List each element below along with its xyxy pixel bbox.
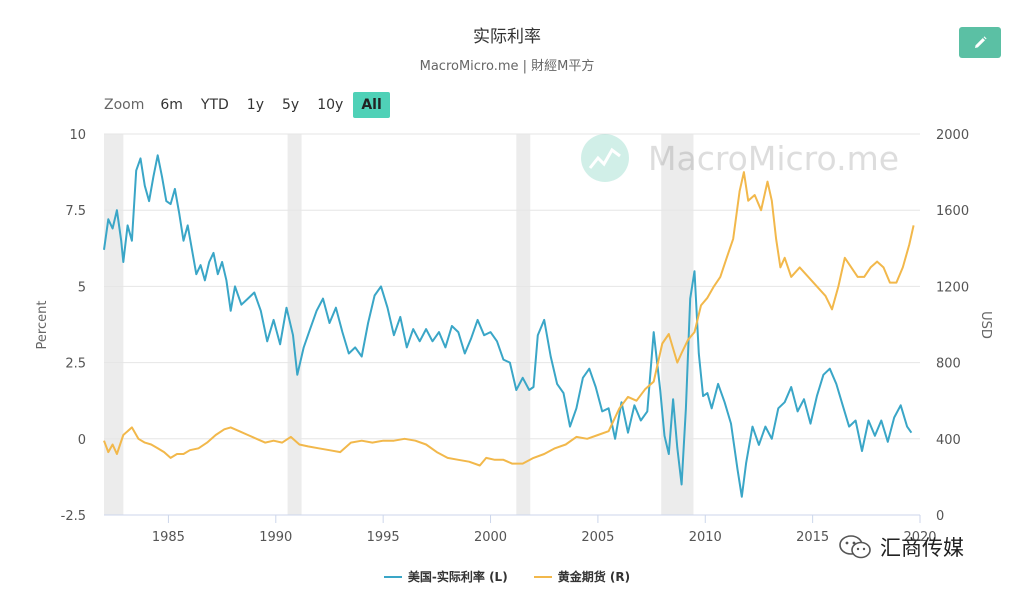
legend-item-gold-futures[interactable]: 黄金期货 (R) xyxy=(533,568,631,585)
legend-item-real-rate[interactable]: 美国-实际利率 (L) xyxy=(383,568,508,585)
zoom-label: Zoom xyxy=(104,97,145,113)
zoom-button-all[interactable]: All xyxy=(353,92,390,118)
x-tick-label: 1990 xyxy=(259,530,292,545)
x-tick-label: 2010 xyxy=(689,530,722,545)
recession-band xyxy=(516,134,531,515)
y-right-tick-label: 800 xyxy=(936,357,961,372)
brand-watermark-text: MacroMicro.me xyxy=(648,139,899,178)
legend-label: 黄金期货 (R) xyxy=(557,570,631,584)
footer-watermark: 汇商传媒 xyxy=(838,532,964,562)
y-left-tick-label: 5 xyxy=(78,280,86,295)
x-tick-label: 1995 xyxy=(367,530,400,545)
y-left-tick-label: 7.5 xyxy=(65,204,86,219)
y-right-tick-label: 1200 xyxy=(936,280,969,295)
zoom-button-10y[interactable]: 10y xyxy=(317,97,344,113)
zoom-button-6m[interactable]: 6m xyxy=(160,97,183,113)
zoom-bar: Zoom 6m YTD 1y 5y 10y All xyxy=(104,91,392,119)
y-axis-right-label: USD xyxy=(978,311,993,339)
y-left-tick-label: -2.5 xyxy=(61,509,86,524)
y-axis-left-label: Percent xyxy=(35,301,50,350)
x-tick-label: 2000 xyxy=(474,530,507,545)
wechat-icon xyxy=(839,535,871,559)
brand-logo-chart-icon xyxy=(588,147,621,169)
x-tick-label: 1985 xyxy=(152,530,185,545)
gridlines xyxy=(104,133,920,516)
series-layer xyxy=(103,154,915,498)
zoom-button-1y[interactable]: 1y xyxy=(246,97,264,113)
series-line-real-rate xyxy=(103,154,913,498)
series-line-gold-futures xyxy=(103,171,915,467)
y-right-tick-label: 1600 xyxy=(936,204,969,219)
brand-logo-icon xyxy=(581,134,629,182)
legend-label: 美国-实际利率 (L) xyxy=(407,570,508,584)
y-left-tick-label: 2.5 xyxy=(65,357,86,372)
chart-title: 实际利率 xyxy=(473,27,541,47)
pencil-icon xyxy=(975,35,987,48)
brand-watermark: MacroMicro.me xyxy=(581,134,899,182)
y-right-tick-label: 2000 xyxy=(936,128,969,143)
edit-button[interactable] xyxy=(959,27,1001,58)
legend-swatch xyxy=(533,575,552,578)
recession-band xyxy=(104,134,124,515)
y-right-tick-label: 0 xyxy=(936,509,944,524)
zoom-button-ytd[interactable]: YTD xyxy=(200,97,229,113)
recession-band xyxy=(661,134,694,515)
x-tick-label: 2005 xyxy=(581,530,614,545)
y-axis-right: 0 400 800 1200 1600 2000 xyxy=(936,128,969,524)
y-left-tick-label: 10 xyxy=(69,128,86,143)
legend: 美国-实际利率 (L) 黄金期货 (R) xyxy=(0,568,1014,585)
y-axis-left: -2.5 0 2.5 5 7.5 10 xyxy=(61,128,86,524)
footer-watermark-text: 汇商传媒 xyxy=(880,536,964,560)
y-right-tick-label: 400 xyxy=(936,433,961,448)
x-tick-label: 2015 xyxy=(796,530,829,545)
legend-swatch xyxy=(383,575,402,578)
zoom-button-5y[interactable]: 5y xyxy=(282,97,300,113)
recession-bands xyxy=(104,134,694,515)
recession-band xyxy=(287,134,302,515)
y-left-tick-label: 0 xyxy=(78,433,86,448)
chart-subtitle: MacroMicro.me | 財經M平方 xyxy=(419,59,595,74)
x-axis: 1985 1990 1995 2000 2005 2010 2015 2020 xyxy=(104,514,937,545)
